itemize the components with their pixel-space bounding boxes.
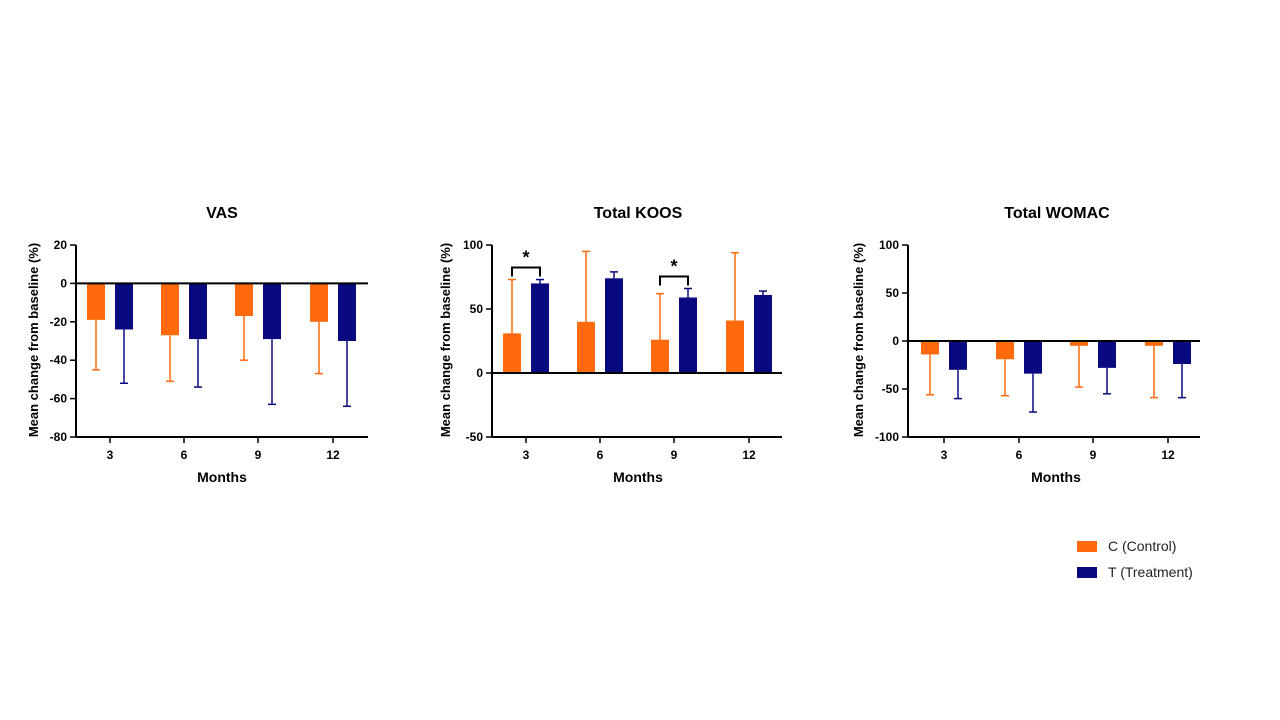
bar-control	[1070, 341, 1088, 346]
bar-treatment	[1173, 341, 1191, 365]
legend-label-treatment: T (Treatment)	[1108, 564, 1193, 580]
y-axis-label: Mean change from baseline (%)	[851, 243, 866, 437]
x-tick-label: 9	[255, 448, 262, 462]
bar-treatment	[949, 341, 967, 370]
legend: C (Control) T (Treatment)	[1077, 538, 1193, 580]
bar-control	[87, 283, 105, 320]
y-tick-label: -20	[50, 315, 68, 329]
bar-treatment	[679, 297, 697, 373]
y-tick-label: -80	[50, 430, 68, 444]
plot-area: 20 0 -20 -40 -60 -80 3 6 9 12	[50, 238, 368, 462]
y-axis-label: Mean change from baseline (%)	[26, 243, 41, 437]
bar-control	[310, 283, 328, 322]
bar-treatment	[115, 283, 133, 330]
bar-control	[726, 320, 744, 373]
significance-marker: *	[522, 248, 529, 268]
bar-treatment	[531, 283, 549, 373]
bar-control	[996, 341, 1014, 360]
x-tick-label: 3	[523, 448, 530, 462]
x-tick-label: 6	[597, 448, 604, 462]
x-tick-label: 12	[1161, 448, 1175, 462]
y-tick-label: 0	[892, 334, 899, 348]
bar-control	[577, 321, 595, 373]
x-axis-label: Months	[197, 469, 247, 485]
bar-control	[1145, 341, 1163, 346]
y-tick-label: -40	[50, 353, 68, 367]
bar-treatment	[754, 294, 772, 373]
y-tick-label: -100	[875, 430, 899, 444]
x-tick-label: 3	[941, 448, 948, 462]
y-tick-label: 0	[476, 366, 483, 380]
bar-control	[161, 283, 179, 336]
y-tick-label: -50	[466, 430, 484, 444]
y-tick-label: 50	[470, 302, 484, 316]
legend-swatch-treatment	[1077, 567, 1097, 578]
bar-control	[235, 283, 253, 317]
plot-area: 100 50 0 -50 3 6 9 12 * *	[463, 238, 782, 462]
bar-treatment	[1098, 341, 1116, 368]
chart-title: Total KOOS	[594, 205, 683, 222]
bar-control	[651, 339, 669, 373]
bar-treatment	[338, 283, 356, 341]
x-tick-label: 9	[671, 448, 678, 462]
plot-area: 100 50 0 -50 -100 3 6 9 12	[875, 238, 1200, 462]
panel-total-koos: Total KOOS Mean change from baseline (%)…	[438, 205, 782, 485]
x-tick-label: 9	[1090, 448, 1097, 462]
x-tick-label: 12	[326, 448, 340, 462]
bar-control	[921, 341, 939, 355]
y-tick-label: 100	[463, 238, 483, 252]
panel-total-womac: Total WOMAC Mean change from baseline (%…	[851, 205, 1200, 485]
x-axis-label: Months	[1031, 469, 1081, 485]
y-tick-label: 0	[60, 276, 67, 290]
significance-marker: *	[670, 257, 677, 277]
x-axis-label: Months	[613, 469, 663, 485]
x-tick-label: 6	[1016, 448, 1023, 462]
bar-treatment	[263, 283, 281, 340]
chart-title: VAS	[206, 205, 238, 222]
bar-treatment	[1024, 341, 1042, 374]
bar-control	[503, 333, 521, 373]
chart-title: Total WOMAC	[1004, 205, 1110, 222]
y-tick-label: 20	[54, 238, 68, 252]
x-tick-label: 12	[742, 448, 756, 462]
bar-treatment	[605, 278, 623, 373]
y-tick-label: 50	[886, 286, 900, 300]
y-tick-label: 100	[879, 238, 899, 252]
x-tick-label: 3	[107, 448, 114, 462]
significance-bracket	[511, 266, 541, 277]
y-tick-label: -60	[50, 392, 68, 406]
bar-treatment	[189, 283, 207, 340]
legend-swatch-control	[1077, 541, 1097, 552]
significance-bracket	[659, 275, 689, 286]
y-axis-label: Mean change from baseline (%)	[438, 243, 453, 437]
legend-label-control: C (Control)	[1108, 538, 1176, 554]
y-tick-label: -50	[882, 382, 900, 396]
panel-vas: VAS Mean change from baseline (%) Months…	[26, 205, 368, 485]
x-tick-label: 6	[181, 448, 188, 462]
